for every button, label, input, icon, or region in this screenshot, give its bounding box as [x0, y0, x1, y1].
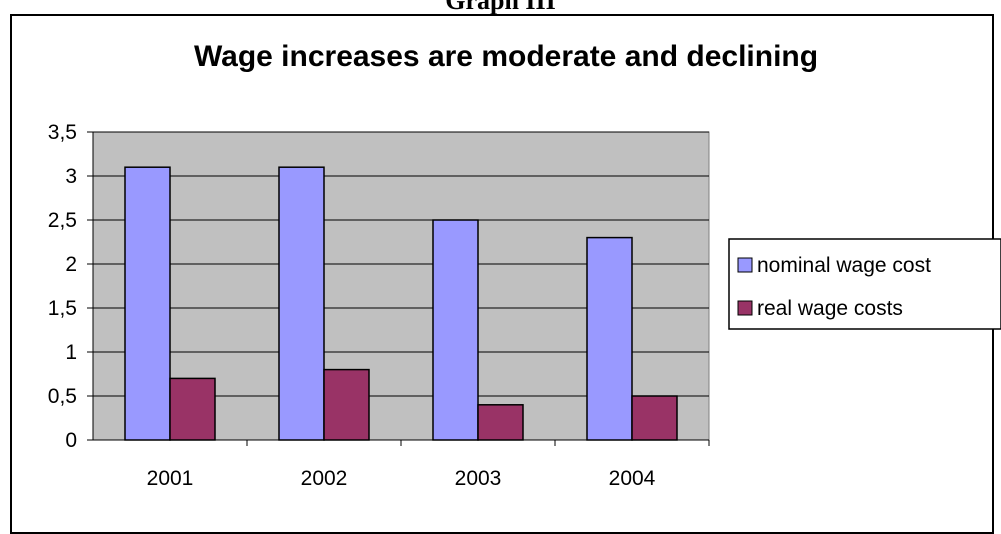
x-tick-label: 2003	[455, 467, 502, 490]
bar-nominal-2001	[124, 166, 171, 441]
x-tick-label: 2001	[147, 467, 194, 490]
y-tick-label: 3,5	[48, 121, 77, 144]
legend-swatch-real	[737, 300, 753, 316]
chart-title: Wage increases are moderate and declinin…	[194, 40, 818, 73]
legend-box	[728, 238, 1001, 330]
graph-caption: Graph III	[445, 0, 556, 15]
legend-label-nominal: nominal wage cost	[757, 254, 931, 277]
y-tick-label: 0,5	[48, 385, 77, 408]
legend: nominal wage cost real wage costs	[728, 238, 1001, 330]
legend-label-real: real wage costs	[757, 297, 903, 320]
y-tick-label: 2,5	[48, 209, 77, 232]
bar-real-2003	[477, 404, 524, 441]
bar-real-2004	[631, 395, 678, 441]
y-tick-label: 1	[65, 341, 77, 364]
y-tick-label: 3	[65, 165, 77, 188]
bar-real-2002	[323, 368, 370, 441]
y-tick-label: 2	[65, 253, 77, 276]
bar-real-2001	[169, 377, 216, 441]
y-tick-label: 1,5	[48, 297, 77, 320]
x-tick-label: 2002	[301, 467, 348, 490]
x-tick-label: 2004	[609, 467, 656, 490]
bar-chart: Wage increases are moderate and declinin…	[48, 40, 1001, 490]
legend-swatch-nominal	[737, 257, 753, 273]
bar-nominal-2003	[432, 219, 479, 441]
y-tick-label: 0	[65, 429, 77, 452]
bar-nominal-2002	[278, 166, 325, 441]
plot-area: 0 0,5 1 1,5 2 2,5 3 3,5 2001 2002 2003 2004	[48, 121, 710, 490]
bar-nominal-2004	[586, 236, 633, 441]
